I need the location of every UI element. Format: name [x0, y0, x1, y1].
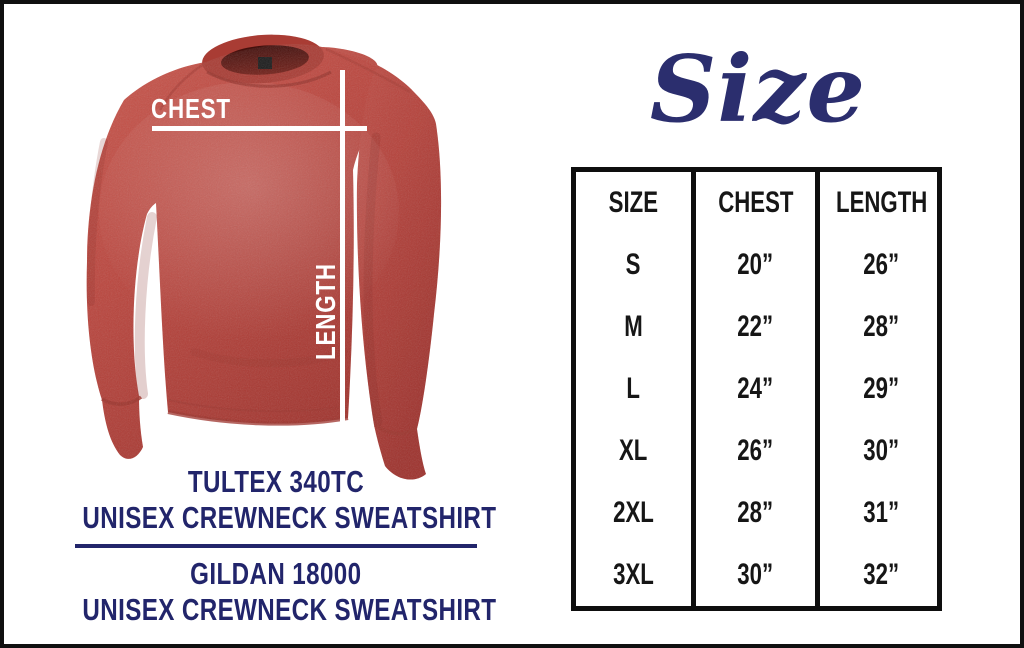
length-value: 31”: [863, 496, 900, 529]
size-value: L: [626, 372, 641, 405]
length-measure-label: LENGTH: [310, 263, 341, 360]
sweatshirt-photo: [86, 34, 442, 480]
product-2-model: GILDAN 18000: [190, 556, 362, 591]
size-value: 2XL: [613, 496, 654, 529]
size-value: S: [626, 248, 641, 281]
chest-value: 28”: [737, 496, 774, 529]
chest-value: 24”: [737, 372, 774, 405]
size-value: XL: [619, 434, 648, 467]
size-column: SIZE S M L XL 2XL 3XL: [576, 172, 691, 606]
length-column: LENGTH 26” 28” 29” 30” 31” 32”: [815, 172, 937, 606]
chest-value: 22”: [737, 310, 774, 343]
product-1-type: UNISEX CREWNECK SWEATSHIRT: [82, 500, 497, 535]
chest-column: CHEST 20” 22” 24” 26” 28” 30”: [691, 172, 815, 606]
chest-value: 26”: [737, 434, 774, 467]
length-value: 30”: [863, 434, 900, 467]
chest-measure-line: [152, 126, 367, 131]
chest-value: 20”: [737, 248, 774, 281]
size-value: M: [624, 310, 643, 343]
product-2-type: UNISEX CREWNECK SWEATSHIRT: [82, 592, 497, 627]
length-value: 28”: [863, 310, 900, 343]
length-value: 32”: [863, 558, 900, 591]
product-names-block: TULTEX 340TC UNISEX CREWNECK SWEATSHIRT …: [24, 464, 528, 628]
length-measure-line: [340, 70, 345, 427]
size-chart-title: Size Chart: [610, 35, 905, 293]
size-table: SIZE S M L XL 2XL 3XL CHEST 20” 22” 24” …: [571, 167, 942, 611]
product-divider: [75, 544, 477, 548]
chest-value: 30”: [737, 558, 774, 591]
length-value: 29”: [863, 372, 900, 405]
column-header-size: SIZE: [608, 186, 659, 219]
size-value: 3XL: [613, 558, 654, 591]
product-1-model: TULTEX 340TC: [187, 464, 365, 499]
column-header-chest: CHEST: [717, 186, 794, 219]
length-value: 26”: [863, 248, 900, 281]
chest-measure-label: CHEST: [151, 93, 231, 124]
column-header-length: LENGTH: [836, 186, 928, 219]
